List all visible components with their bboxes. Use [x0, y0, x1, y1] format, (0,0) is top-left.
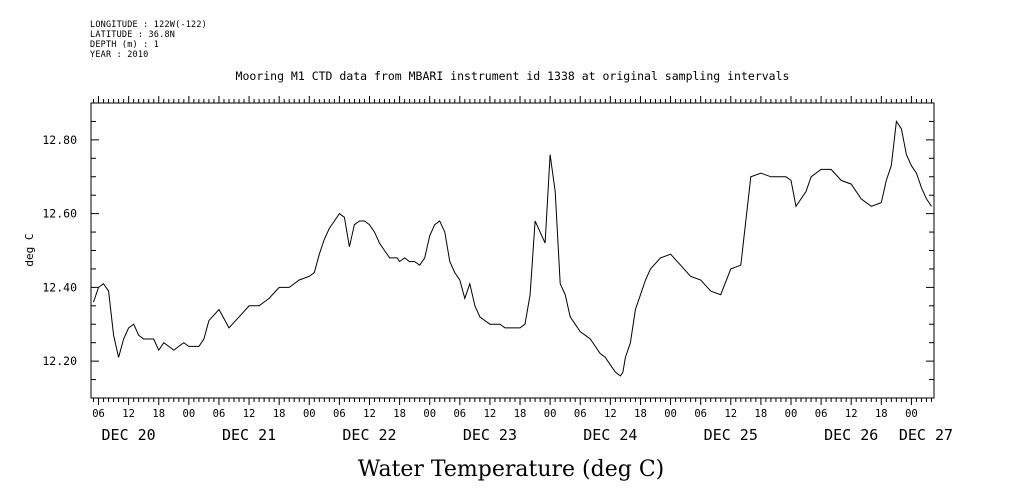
x-day-label: DEC 24 — [583, 426, 637, 444]
x-hour-label: 12 — [122, 408, 135, 420]
chart-title: Mooring M1 CTD data from MBARI instrumen… — [235, 69, 790, 83]
x-hour-label: 06 — [694, 408, 707, 420]
x-day-label: DEC 20 — [102, 426, 156, 444]
plot-border — [90, 102, 935, 399]
x-hour-label: 00 — [664, 408, 677, 420]
x-hour-label: 12 — [845, 408, 858, 420]
longitude-label: LONGITUDE : 122W(-122) — [90, 20, 207, 30]
x-axis-label: Water Temperature (deg C) — [358, 457, 665, 482]
x-hour-label: 06 — [815, 408, 828, 420]
x-hour-label: 12 — [724, 408, 737, 420]
x-hour-label: 18 — [755, 408, 768, 420]
x-hour-label: 18 — [273, 408, 286, 420]
x-hour-label: 18 — [514, 408, 527, 420]
x-hour-label: 12 — [484, 408, 497, 420]
x-day-label: DEC 27 — [899, 426, 953, 444]
x-hour-label: 00 — [905, 408, 918, 420]
x-hour-label: 18 — [393, 408, 406, 420]
x-day-label: DEC 25 — [704, 426, 758, 444]
y-tick-label: 12.40 — [42, 280, 77, 294]
year-label: YEAR : 2010 — [90, 50, 149, 60]
plot-frame — [90, 102, 935, 399]
x-hour-label: 06 — [333, 408, 346, 420]
x-hour-label: 18 — [152, 408, 165, 420]
x-hour-label: 12 — [363, 408, 376, 420]
x-hour-label: 18 — [634, 408, 647, 420]
y-tick-label: 12.20 — [42, 354, 77, 368]
x-hour-label: 12 — [243, 408, 256, 420]
water-temperature-line — [93, 120, 932, 377]
x-hour-label: 00 — [423, 408, 436, 420]
x-hour-label: 06 — [92, 408, 105, 420]
latitude-label: LATITUDE : 36.8N — [90, 30, 176, 40]
x-hour-label: 12 — [604, 408, 617, 420]
x-hour-label: 06 — [213, 408, 226, 420]
y-tick-label: 12.80 — [42, 133, 77, 147]
x-hour-label: 00 — [785, 408, 798, 420]
x-hour-label: 06 — [453, 408, 466, 420]
x-day-label: DEC 23 — [463, 426, 517, 444]
depth-label: DEPTH (m) : 1 — [90, 40, 160, 50]
x-day-label: DEC 21 — [222, 426, 276, 444]
y-axis-label: deg C — [23, 233, 36, 266]
x-day-label: DEC 26 — [824, 426, 878, 444]
x-hour-label: 00 — [183, 408, 196, 420]
chart-title-wrap: Mooring M1 CTD data from MBARI instrumen… — [0, 69, 1009, 83]
x-day-label: DEC 22 — [342, 426, 396, 444]
y-tick-label: 12.60 — [42, 207, 77, 221]
y-axis: 12.20 12.40 12.60 12.80 — [42, 102, 934, 399]
x-hour-label: 00 — [303, 408, 316, 420]
x-hour-label: 00 — [544, 408, 557, 420]
x-axis: 06 12 18 00 06 12 18 00 06 12 18 00 06 12 18 00 06 12 18 00… — [92, 96, 953, 444]
x-hour-label: 06 — [574, 408, 587, 420]
metadata-block: LONGITUDE : 122W(-122) LATITUDE : 36.8N … — [90, 20, 207, 60]
x-hour-label: 18 — [875, 408, 888, 420]
